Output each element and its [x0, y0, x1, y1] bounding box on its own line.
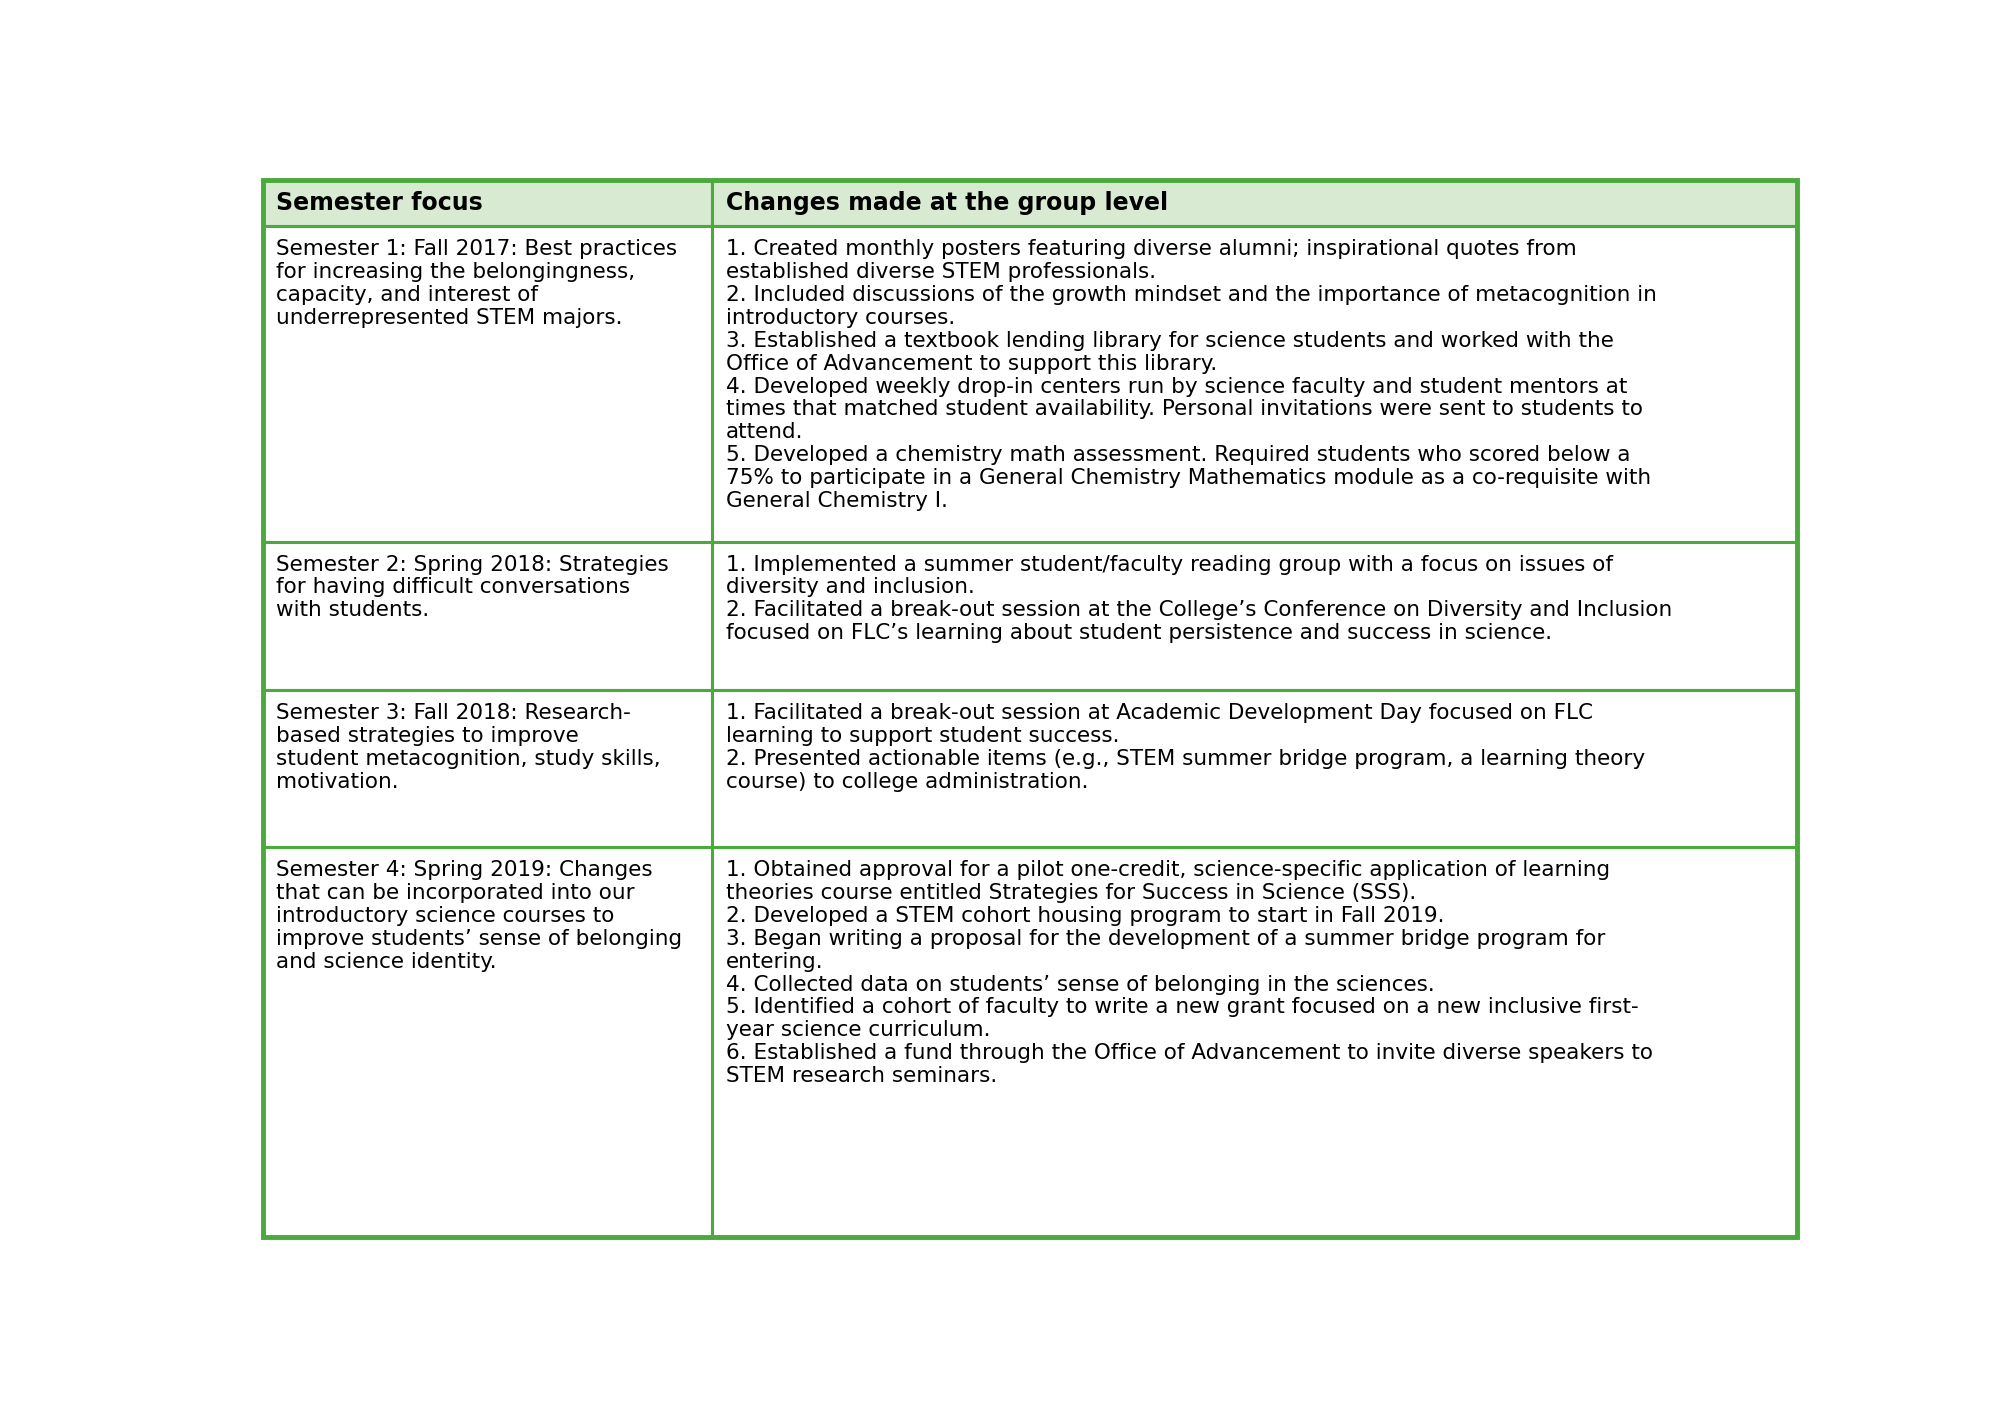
Text: 75% to participate in a General Chemistry Mathematics module as a co-requisite w: 75% to participate in a General Chemistr…: [726, 469, 1650, 488]
Text: Semester 1: Fall 2017: Best practices: Semester 1: Fall 2017: Best practices: [275, 240, 677, 260]
Text: 2. Presented actionable items (e.g., STEM summer bridge program, a learning theo: 2. Presented actionable items (e.g., STE…: [726, 749, 1644, 769]
Text: with students.: with students.: [275, 600, 430, 620]
Text: introductory science courses to: introductory science courses to: [275, 906, 615, 926]
Text: that can be incorporated into our: that can be incorporated into our: [275, 882, 635, 904]
Text: for having difficult conversations: for having difficult conversations: [275, 578, 631, 598]
Text: 2. Facilitated a break-out session at the College’s Conference on Diversity and : 2. Facilitated a break-out session at th…: [726, 600, 1672, 620]
Text: Semester focus: Semester focus: [275, 191, 482, 215]
Bar: [263, 226, 712, 542]
Bar: [712, 690, 1797, 847]
Text: Changes made at the group level: Changes made at the group level: [726, 191, 1168, 215]
Bar: [712, 542, 1797, 690]
Text: learning to support student success.: learning to support student success.: [726, 727, 1120, 746]
Bar: [263, 180, 712, 226]
Text: 3. Began writing a proposal for the development of a summer bridge program for: 3. Began writing a proposal for the deve…: [726, 929, 1606, 948]
Text: improve students’ sense of belonging: improve students’ sense of belonging: [275, 929, 681, 948]
Text: STEM research seminars.: STEM research seminars.: [726, 1066, 997, 1086]
Text: 1. Implemented a summer student/faculty reading group with a focus on issues of: 1. Implemented a summer student/faculty …: [726, 554, 1612, 575]
Text: underrepresented STEM majors.: underrepresented STEM majors.: [275, 307, 623, 328]
Text: 4. Collected data on students’ sense of belonging in the sciences.: 4. Collected data on students’ sense of …: [726, 975, 1435, 995]
Text: entering.: entering.: [726, 951, 824, 972]
Text: 2. Included discussions of the growth mindset and the importance of metacognitio: 2. Included discussions of the growth mi…: [726, 285, 1656, 304]
Text: focused on FLC’s learning about student persistence and success in science.: focused on FLC’s learning about student …: [726, 623, 1552, 643]
Text: diversity and inclusion.: diversity and inclusion.: [726, 578, 975, 598]
Text: Semester 2: Spring 2018: Strategies: Semester 2: Spring 2018: Strategies: [275, 554, 669, 575]
Text: 1. Obtained approval for a pilot one-credit, science-specific application of lea: 1. Obtained approval for a pilot one-cre…: [726, 860, 1610, 880]
Text: established diverse STEM professionals.: established diverse STEM professionals.: [726, 262, 1156, 282]
Text: year science curriculum.: year science curriculum.: [726, 1020, 991, 1040]
Text: theories course entitled Strategies for Success in Science (SSS).: theories course entitled Strategies for …: [726, 882, 1415, 904]
Text: Semester 3: Fall 2018: Research-: Semester 3: Fall 2018: Research-: [275, 703, 631, 724]
Text: 1. Created monthly posters featuring diverse alumni; inspirational quotes from: 1. Created monthly posters featuring div…: [726, 240, 1576, 260]
Text: based strategies to improve: based strategies to improve: [275, 727, 579, 746]
Text: student metacognition, study skills,: student metacognition, study skills,: [275, 749, 661, 769]
Text: for increasing the belongingness,: for increasing the belongingness,: [275, 262, 635, 282]
Text: introductory courses.: introductory courses.: [726, 307, 955, 328]
Text: attend.: attend.: [726, 422, 804, 442]
Bar: [263, 690, 712, 847]
Text: General Chemistry I.: General Chemistry I.: [726, 491, 947, 511]
Text: and science identity.: and science identity.: [275, 951, 496, 972]
Text: 6. Established a fund through the Office of Advancement to invite diverse speake: 6. Established a fund through the Office…: [726, 1044, 1652, 1063]
Bar: [712, 226, 1797, 542]
Bar: [712, 180, 1797, 226]
Text: 4. Developed weekly drop-in centers run by science faculty and student mentors a: 4. Developed weekly drop-in centers run …: [726, 376, 1626, 397]
Text: times that matched student availability. Personal invitations were sent to stude: times that matched student availability.…: [726, 400, 1642, 419]
Bar: [712, 847, 1797, 1237]
Text: capacity, and interest of: capacity, and interest of: [275, 285, 539, 304]
Bar: [263, 847, 712, 1237]
Text: Semester 4: Spring 2019: Changes: Semester 4: Spring 2019: Changes: [275, 860, 653, 880]
Text: 2. Developed a STEM cohort housing program to start in Fall 2019.: 2. Developed a STEM cohort housing progr…: [726, 906, 1443, 926]
Bar: [263, 542, 712, 690]
Text: motivation.: motivation.: [275, 772, 398, 791]
Text: Office of Advancement to support this library.: Office of Advancement to support this li…: [726, 354, 1216, 373]
Text: 5. Developed a chemistry math assessment. Required students who scored below a: 5. Developed a chemistry math assessment…: [726, 445, 1630, 466]
Text: 1. Facilitated a break-out session at Academic Development Day focused on FLC: 1. Facilitated a break-out session at Ac…: [726, 703, 1592, 724]
Text: 5. Identified a cohort of faculty to write a new grant focused on a new inclusiv: 5. Identified a cohort of faculty to wri…: [726, 998, 1638, 1017]
Text: course) to college administration.: course) to college administration.: [726, 772, 1087, 791]
Text: 3. Established a textbook lending library for science students and worked with t: 3. Established a textbook lending librar…: [726, 331, 1614, 351]
